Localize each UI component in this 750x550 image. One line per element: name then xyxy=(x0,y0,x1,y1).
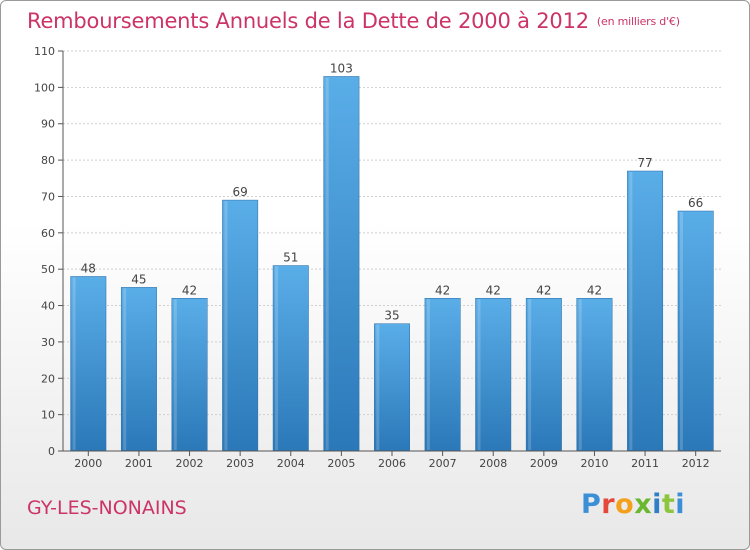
proxiti-logo: Proxiti xyxy=(581,489,685,520)
bar-2001 xyxy=(120,287,157,452)
bar-2012 xyxy=(677,210,714,452)
value-label-2001: 45 xyxy=(131,272,146,286)
y-tick-label: 90 xyxy=(41,118,55,131)
y-tick-label: 80 xyxy=(41,154,55,167)
logo-letter: i xyxy=(675,489,686,520)
x-tick-label-2004: 2004 xyxy=(277,457,305,470)
bar-2009 xyxy=(525,298,562,452)
bar-highlight xyxy=(679,212,683,450)
value-label-2005: 103 xyxy=(330,61,353,75)
bar-2003 xyxy=(222,199,259,452)
bar-2010 xyxy=(576,298,613,452)
x-tick-label-2007: 2007 xyxy=(429,457,457,470)
value-label-2012: 66 xyxy=(688,196,703,210)
bar-highlight xyxy=(325,77,329,451)
x-tick-label-2002: 2002 xyxy=(176,457,204,470)
y-tick-label: 60 xyxy=(41,227,55,240)
axes xyxy=(58,50,721,456)
logo-letter: r xyxy=(601,489,616,520)
y-tick-label: 50 xyxy=(41,263,55,276)
bar-2005 xyxy=(323,76,360,452)
bars xyxy=(70,76,714,452)
y-tick-label: 10 xyxy=(41,409,55,422)
chart-unit: (en milliers d'€) xyxy=(596,15,680,28)
logo-letter: x xyxy=(634,489,653,520)
x-tick-label-2003: 2003 xyxy=(226,457,254,470)
bar-highlight xyxy=(224,201,228,450)
bar-2011 xyxy=(627,170,664,452)
chart-title-text: Remboursements Annuels de la Dette de 20… xyxy=(27,9,589,33)
chart-title: Remboursements Annuels de la Dette de 20… xyxy=(27,9,680,33)
value-label-2000: 48 xyxy=(81,261,96,275)
bar-2000 xyxy=(70,276,107,452)
y-tick-label: 20 xyxy=(41,372,55,385)
bar-highlight xyxy=(477,299,481,450)
x-tick-label-2010: 2010 xyxy=(580,457,608,470)
bar-highlight xyxy=(376,324,380,450)
y-tick-label: 110 xyxy=(34,45,55,58)
bar-highlight xyxy=(528,299,532,450)
x-tick-label-2009: 2009 xyxy=(530,457,558,470)
x-tick-label-2001: 2001 xyxy=(125,457,153,470)
bar-highlight xyxy=(578,299,582,450)
bar-2008 xyxy=(475,298,512,452)
logo-letter: o xyxy=(615,489,635,520)
x-tick-label-2012: 2012 xyxy=(682,457,710,470)
logo-letter: t xyxy=(661,489,676,520)
y-tick-label: 70 xyxy=(41,190,55,203)
bar-highlight xyxy=(275,266,279,450)
value-label-2010: 42 xyxy=(587,283,602,297)
value-label-2002: 42 xyxy=(182,283,197,297)
value-label-2006: 35 xyxy=(384,309,399,323)
y-tick-label: 100 xyxy=(34,81,55,94)
bar-highlight xyxy=(173,299,177,450)
x-tick-label-2000: 2000 xyxy=(74,457,102,470)
commune-name: GY-LES-NONAINS xyxy=(27,497,187,519)
x-tick-label-2011: 2011 xyxy=(631,457,659,470)
labels: 0 10 20 30 40 50 60 70 80 90 100 110 48 2000 45 2001 42 2… xyxy=(34,45,710,470)
bar-highlight xyxy=(123,288,127,450)
x-tick-label-2006: 2006 xyxy=(378,457,406,470)
bar-2007 xyxy=(424,298,461,452)
y-tick-label: 40 xyxy=(41,300,55,313)
bar-highlight xyxy=(72,277,76,450)
x-tick-label-2005: 2005 xyxy=(327,457,355,470)
x-tick-label-2008: 2008 xyxy=(479,457,507,470)
bar-2006 xyxy=(374,323,410,452)
value-label-2011: 77 xyxy=(637,156,652,170)
y-tick-label: 0 xyxy=(48,445,55,458)
value-label-2008: 42 xyxy=(486,283,501,297)
value-label-2003: 69 xyxy=(233,185,248,199)
value-label-2004: 51 xyxy=(283,251,298,265)
logo-letter: i xyxy=(652,489,662,520)
bar-highlight xyxy=(426,299,430,450)
bar-highlight xyxy=(629,172,633,450)
bar-2004 xyxy=(272,265,309,452)
value-label-2007: 42 xyxy=(435,283,450,297)
value-label-2009: 42 xyxy=(536,283,551,297)
y-tick-label: 30 xyxy=(41,336,55,349)
logo-letter: P xyxy=(581,489,602,520)
bar-2002 xyxy=(171,298,208,452)
